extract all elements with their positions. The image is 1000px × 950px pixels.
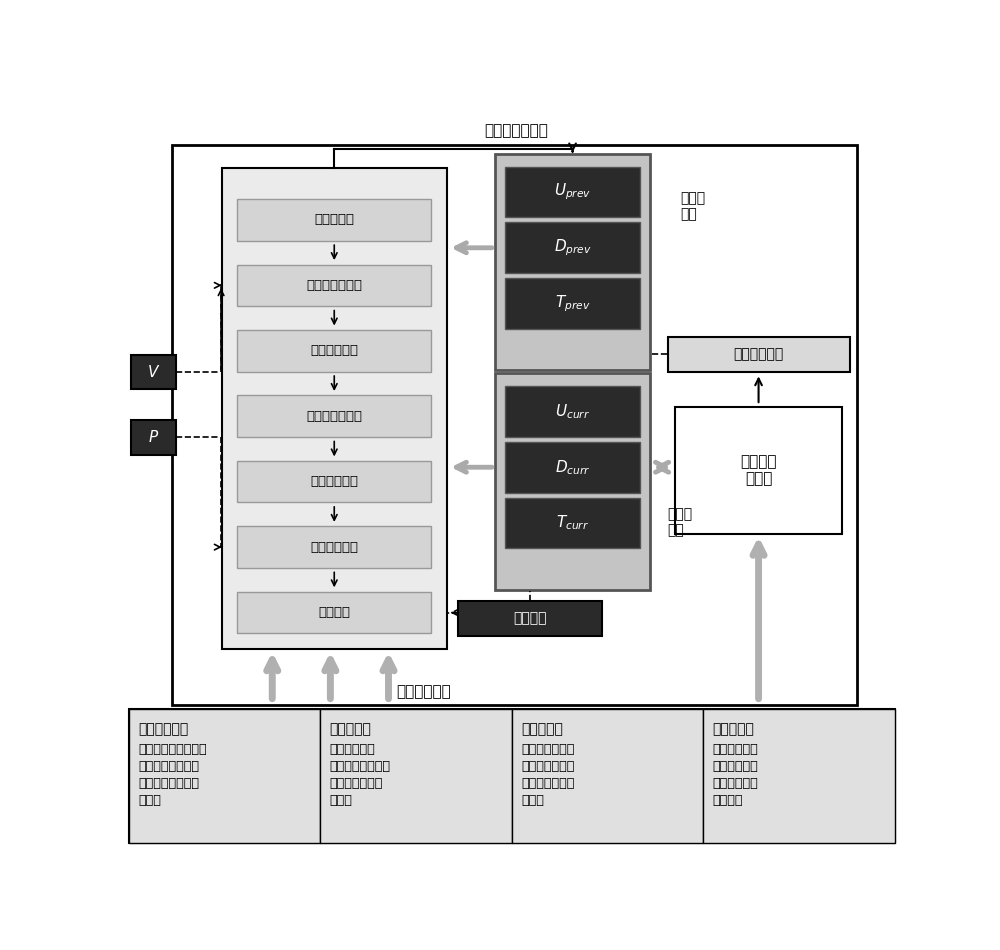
Text: $T_{prev}$: $T_{prev}$ [555,294,590,314]
Bar [495,154,650,370]
Bar [172,144,857,705]
Text: 上一帧
数据: 上一帧 数据 [681,191,706,221]
Bar [131,420,176,455]
Text: $P$: $P$ [148,429,159,446]
Bar [512,710,703,844]
Bar [505,222,640,274]
Bar [237,526,431,568]
Text: 交换资源绑定: 交换资源绑定 [733,348,784,361]
Text: 采用的网格类
型，网格分辨率，
网格占据区域的
大小。: 采用的网格类 型，网格分辨率， 网格占据区域的 大小。 [330,743,391,807]
Bar [505,278,640,329]
Bar [668,336,850,372]
Bar [237,592,431,634]
Bar [505,442,640,493]
Text: 标量对流通道: 标量对流通道 [310,541,358,554]
Bar [320,710,512,844]
Bar [131,354,176,390]
Bar [222,168,447,649]
Text: $D_{curr}$: $D_{curr}$ [555,458,590,477]
Text: 温度系数，密度
系数，浮力衰减
因子，密度衰减
因子。: 温度系数，密度 系数，浮力衰减 因子，密度衰减 因子。 [521,743,574,807]
Text: 发生器位置，大小，
占据区域的各个标
量场和矢量场初始
化值。: 发生器位置，大小， 占据区域的各个标 量场和矢量场初始 化值。 [138,743,207,807]
Text: 亮度通道: 亮度通道 [318,606,350,619]
Bar [237,200,431,240]
Text: 烟雾体绘
制通道: 烟雾体绘 制通道 [740,454,777,486]
Text: 速度场对流通道: 速度场对流通道 [306,279,362,292]
Bar [495,373,650,590]
Text: 继续计算下一帧: 继续计算下一帧 [484,124,548,139]
Bar [237,264,431,306]
Bar [129,710,895,844]
Text: 压强修正通道: 压强修正通道 [310,475,358,488]
Text: 初始化通道: 初始化通道 [314,214,354,226]
Text: 浮力参数：: 浮力参数： [521,722,563,736]
Bar [129,710,320,844]
Text: 外力计算通道: 外力计算通道 [310,344,358,357]
Text: 网格参数：: 网格参数： [330,722,371,736]
Text: 亮度网格: 亮度网格 [513,612,547,625]
Text: 光学参数：: 光学参数： [712,722,754,736]
Text: 当前帧
数据: 当前帧 数据 [667,507,692,537]
Text: 进入图形通道: 进入图形通道 [396,684,451,699]
Text: 发生器参数：: 发生器参数： [138,722,188,736]
Text: $D_{prev}$: $D_{prev}$ [554,238,592,258]
Bar [505,386,640,437]
Text: $U_{prev}$: $U_{prev}$ [554,181,591,202]
Bar [675,407,842,534]
Text: 粘滞力计算通道: 粘滞力计算通道 [306,409,362,423]
Bar [237,330,431,371]
Text: $T_{curr}$: $T_{curr}$ [556,514,589,532]
Text: $U_{curr}$: $U_{curr}$ [555,402,590,421]
Bar [237,395,431,437]
Text: 太阳方向，辐
射能量。大气
传输，路径辐
射参数等: 太阳方向，辐 射能量。大气 传输，路径辐 射参数等 [712,743,758,807]
Bar [505,166,640,218]
Text: $V$: $V$ [147,364,160,380]
Bar [703,710,895,844]
Bar [458,600,602,636]
Bar [237,461,431,503]
Bar [505,498,640,548]
